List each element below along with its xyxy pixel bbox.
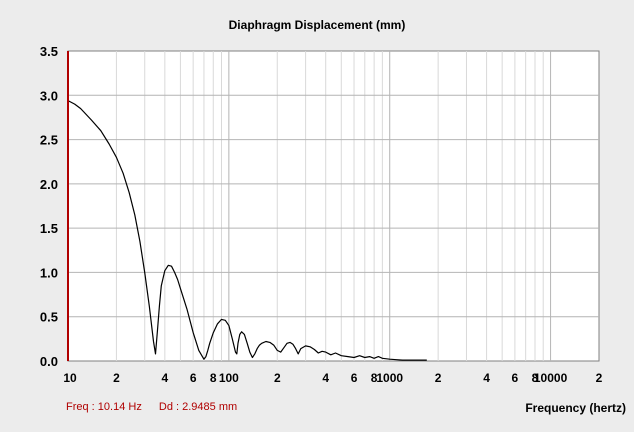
series-layer <box>67 100 427 361</box>
x-tick-label: 6 <box>512 371 519 385</box>
grid-lines <box>68 51 599 361</box>
x-tick-label: 2 <box>113 371 120 385</box>
x-tick-label: 1000 <box>376 371 403 385</box>
x-tick-label: 8 <box>532 371 539 385</box>
x-tick-label: 4 <box>322 371 329 385</box>
y-tick-label: 1.0 <box>40 265 58 280</box>
y-tick-label: 0.0 <box>40 354 58 369</box>
y-tick-label: 1.5 <box>40 221 58 236</box>
displacement-readout: Dd : 2.9485 mm <box>158 401 238 413</box>
x-tick-label: 2 <box>435 371 442 385</box>
y-tick-label: 0.5 <box>40 310 58 325</box>
plot-background <box>67 50 600 362</box>
x-tick-label: 8 <box>371 371 378 385</box>
displacement-series-line <box>67 100 427 361</box>
y-tick-label: 2.5 <box>40 133 58 148</box>
cursor-readout: Freq : 10.14 Hz Dd : 2.9485 mm <box>66 401 251 413</box>
y-tick-label: 3.5 <box>40 44 58 59</box>
x-tick-label: 4 <box>483 371 490 385</box>
y-tick-label: 3.0 <box>40 88 58 103</box>
x-tick-label: 4 <box>162 371 169 385</box>
x-tick-label: 2 <box>596 371 603 385</box>
x-tick-label: 10000 <box>534 371 568 385</box>
x-tick-label: 6 <box>351 371 358 385</box>
x-tick-label: 6 <box>190 371 197 385</box>
chart-title: Diaphragm Displacement (mm) <box>228 18 406 32</box>
x-tick-label: 100 <box>219 371 239 385</box>
x-axis-label: Frequency (hertz) <box>525 401 626 415</box>
x-tick-label: 10 <box>63 371 77 385</box>
freq-readout: Freq : 10.14 Hz <box>66 401 142 413</box>
x-tick-label: 8 <box>210 371 217 385</box>
x-tick-label: 2 <box>274 371 281 385</box>
y-axis-ticks: 0.0 0.5 1.0 1.5 2.0 2.5 3.0 3.5 <box>40 44 58 369</box>
y-tick-label: 2.0 <box>40 177 58 192</box>
